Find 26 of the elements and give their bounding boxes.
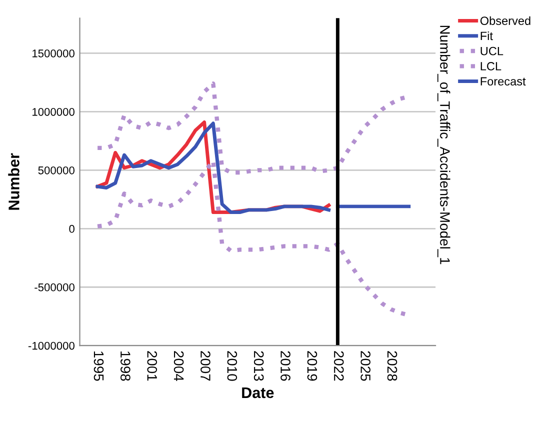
y-tick-label: 1000000 bbox=[32, 108, 74, 116]
y2-axis-title: Number_of_Traffic_Accidents-Model_1 bbox=[437, 26, 450, 264]
y-tick-label: 500000 bbox=[38, 166, 74, 174]
legend-label: Fit bbox=[480, 31, 493, 40]
x-tick-label: 1998 bbox=[120, 352, 130, 381]
x-tick-label: 2013 bbox=[254, 351, 264, 381]
x-tick-label: 2001 bbox=[147, 351, 158, 381]
x-tick-label: 1995 bbox=[94, 352, 104, 381]
y-tick-label: -500000 bbox=[34, 283, 74, 292]
x-tick-label: 2028 bbox=[387, 351, 398, 381]
x-tick-label: 2025 bbox=[360, 351, 370, 381]
x-tick-label: 2022 bbox=[334, 351, 344, 381]
x-tick-label: 2016 bbox=[280, 351, 290, 381]
x-tick-label: 2010 bbox=[227, 351, 238, 381]
x-axis-title: Date bbox=[242, 387, 274, 398]
legend-label: Forecast bbox=[480, 77, 526, 86]
x-tick-label: 2007 bbox=[200, 351, 210, 381]
y-axis-title: Number bbox=[8, 153, 20, 210]
legend-label: UCL bbox=[480, 46, 504, 56]
x-tick-label: 2019 bbox=[307, 351, 318, 381]
y-tick-label: 1500000 bbox=[32, 49, 74, 58]
legend-label: Observed bbox=[480, 16, 530, 25]
y-tick-label: 0 bbox=[69, 224, 74, 233]
legend-label: LCL bbox=[480, 62, 502, 70]
x-tick-label: 2004 bbox=[174, 351, 184, 381]
y-tick-label: -1000000 bbox=[28, 342, 74, 350]
